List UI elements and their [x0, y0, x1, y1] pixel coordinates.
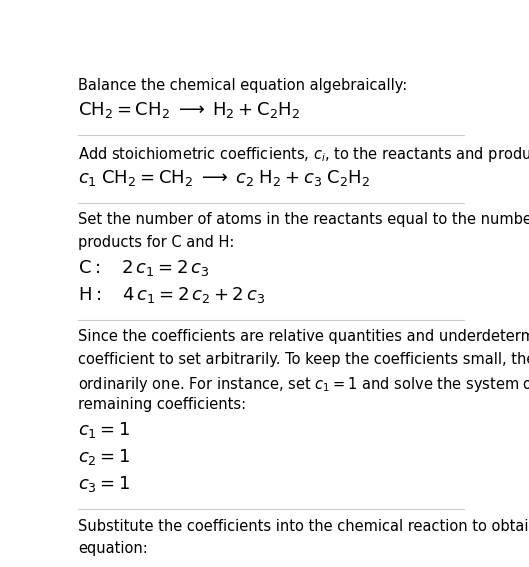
Text: equation:: equation:: [78, 541, 148, 556]
Text: Since the coefficients are relative quantities and underdetermined, choose a: Since the coefficients are relative quan…: [78, 329, 529, 344]
Text: $\mathrm{H:}\quad 4\,c_1 = 2\,c_2 + 2\,c_3$: $\mathrm{H:}\quad 4\,c_1 = 2\,c_2 + 2\,c…: [78, 285, 266, 304]
Text: $c_2 = 1$: $c_2 = 1$: [78, 447, 131, 467]
Text: $c_1\; \mathrm{CH_2{=}CH_2} \;\longrightarrow\; c_2\; \mathrm{H_2} + c_3\; \math: $c_1\; \mathrm{CH_2{=}CH_2} \;\longright…: [78, 168, 370, 188]
Text: products for C and H:: products for C and H:: [78, 235, 235, 250]
Text: Add stoichiometric coefficients, $c_i$, to the reactants and products:: Add stoichiometric coefficients, $c_i$, …: [78, 145, 529, 164]
Text: $c_1 = 1$: $c_1 = 1$: [78, 420, 131, 440]
Text: remaining coefficients:: remaining coefficients:: [78, 397, 247, 412]
Text: $c_3 = 1$: $c_3 = 1$: [78, 474, 131, 494]
Text: Set the number of atoms in the reactants equal to the number of atoms in the: Set the number of atoms in the reactants…: [78, 212, 529, 227]
Text: ordinarily one. For instance, set $c_1 = 1$ and solve the system of equations fo: ordinarily one. For instance, set $c_1 =…: [78, 375, 529, 393]
Text: $\mathrm{C:}\quad 2\,c_1 = 2\,c_3$: $\mathrm{C:}\quad 2\,c_1 = 2\,c_3$: [78, 257, 209, 277]
Text: coefficient to set arbitrarily. To keep the coefficients small, the arbitrary va: coefficient to set arbitrarily. To keep …: [78, 352, 529, 367]
Text: $\mathrm{CH_2{=}CH_2} \;\longrightarrow\; \mathrm{H_2 + C_2H_2}$: $\mathrm{CH_2{=}CH_2} \;\longrightarrow\…: [78, 100, 300, 120]
Text: Substitute the coefficients into the chemical reaction to obtain the balanced: Substitute the coefficients into the che…: [78, 519, 529, 534]
Text: Balance the chemical equation algebraically:: Balance the chemical equation algebraica…: [78, 78, 408, 92]
